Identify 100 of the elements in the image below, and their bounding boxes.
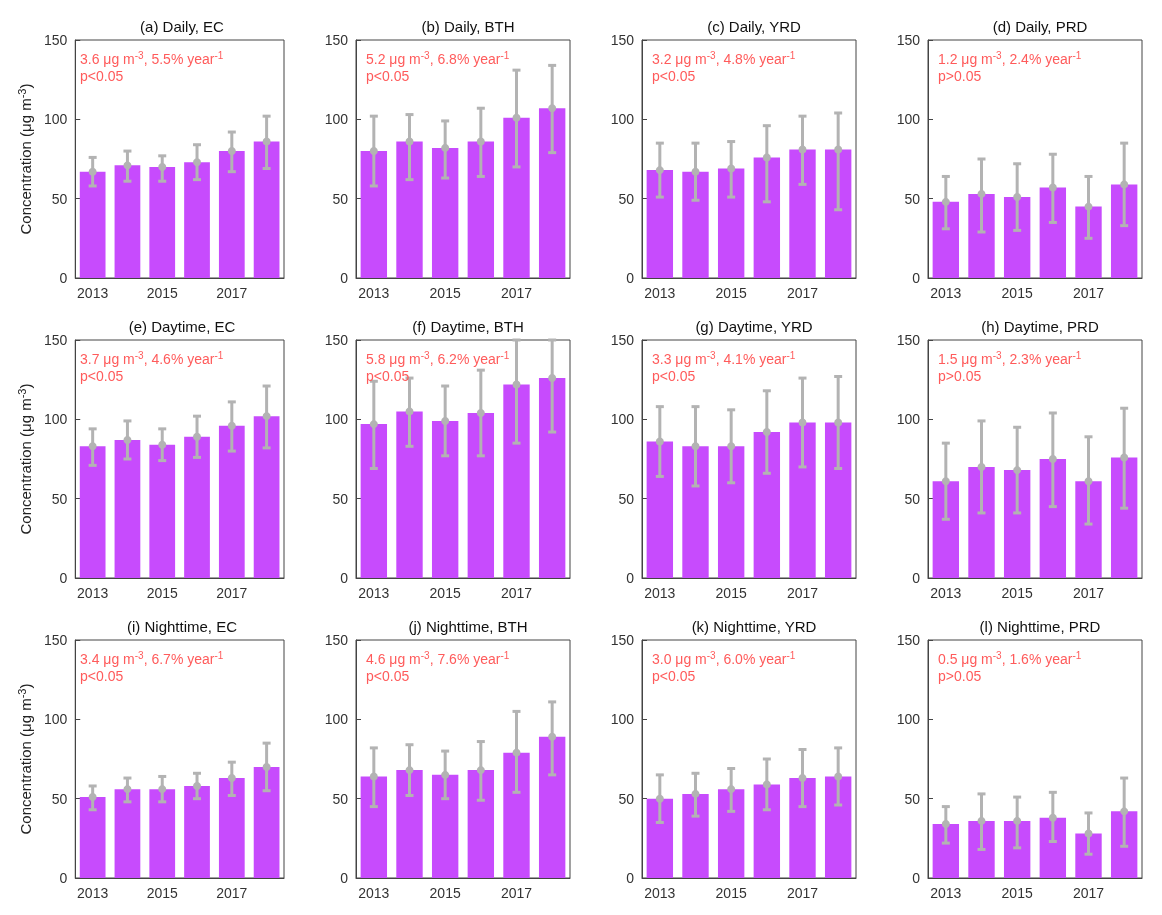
point (405, 407, 414, 416)
y-tick-label: 100 (896, 111, 921, 128)
point (88, 442, 97, 451)
y-tick-label: 0 (626, 270, 635, 286)
x-tick-label: 2017 (216, 285, 248, 301)
x-tick-label: 2017 (500, 585, 533, 601)
point (941, 197, 950, 206)
bar (184, 162, 210, 278)
y-tick-label: 50 (332, 790, 349, 807)
bar (79, 446, 106, 578)
bar (717, 168, 745, 278)
bar (789, 149, 816, 278)
x-tick-label: 2013 (358, 585, 390, 601)
x-tick-label: 2015 (1001, 585, 1033, 601)
chart-title: (e) Daytime, EC (128, 318, 236, 335)
y-tick-label: 50 (332, 490, 349, 507)
bar (149, 166, 176, 278)
point (655, 437, 664, 446)
bar (360, 151, 388, 278)
x-tick-label: 2017 (500, 285, 533, 301)
y-tick-label: 100 (43, 711, 68, 728)
y-tick-label: 50 (51, 490, 68, 507)
x-tick-label: 2015 (715, 885, 747, 901)
x-tick-label: 2013 (77, 285, 109, 301)
bar (396, 770, 423, 878)
y-tick-label: 50 (618, 490, 635, 507)
y-tick-label: 0 (626, 570, 635, 586)
point (227, 147, 236, 156)
y-axis-title: Concentration (μg m-3) (15, 383, 34, 535)
bar (1110, 457, 1138, 578)
bar (396, 411, 423, 578)
bar (503, 117, 530, 278)
x-tick-label: 2013 (644, 585, 676, 601)
x-tick-label: 2013 (930, 285, 962, 301)
y-tick-label: 0 (59, 870, 68, 886)
point (369, 420, 378, 429)
y-tick-label: 150 (896, 632, 921, 648)
y-tick-label: 0 (340, 870, 349, 886)
point (1013, 466, 1022, 475)
point (1013, 193, 1022, 202)
annotation: p<0.05 (652, 368, 696, 384)
annotation: p<0.05 (366, 368, 410, 384)
x-tick-label: 2015 (146, 285, 179, 301)
chart-title: (b) Daily, BTH (421, 18, 515, 35)
bar (682, 171, 709, 278)
y-tick-label: 150 (324, 632, 349, 648)
y-axis-title: Concentration (μg m-3) (15, 83, 34, 235)
point (834, 145, 843, 154)
point (476, 766, 485, 775)
y-tick-label: 100 (324, 711, 349, 728)
x-tick-label: 2013 (77, 585, 109, 601)
point (123, 435, 132, 444)
point (691, 442, 700, 451)
bar (968, 466, 995, 578)
bar (646, 441, 674, 578)
bar (538, 736, 566, 878)
y-tick-label: 50 (904, 190, 921, 207)
annotation: p<0.05 (366, 668, 410, 684)
annotation: p<0.05 (652, 668, 696, 684)
y-tick-label: 150 (43, 332, 68, 348)
x-tick-label: 2017 (786, 885, 819, 901)
point (548, 374, 557, 383)
point (834, 418, 843, 427)
bar (431, 774, 459, 878)
bar (1039, 817, 1067, 878)
bar (1039, 459, 1067, 578)
y-tick-label: 50 (332, 190, 349, 207)
y-tick-label: 0 (912, 270, 921, 286)
point (262, 137, 271, 146)
point (1084, 477, 1093, 486)
y-axis-title: Concentration (μg m-3) (15, 683, 34, 835)
bar (253, 416, 280, 578)
point (941, 477, 950, 486)
chart-title: (k) Nighttime, YRD (691, 618, 817, 635)
x-tick-label: 2013 (644, 285, 676, 301)
x-tick-label: 2015 (146, 585, 179, 601)
bar (968, 193, 995, 278)
point (512, 748, 521, 757)
bar (1110, 811, 1138, 878)
point (727, 785, 736, 794)
bar (932, 201, 960, 278)
y-tick-label: 150 (610, 332, 635, 348)
point (798, 774, 807, 783)
point (1084, 829, 1093, 838)
bar (360, 424, 388, 578)
y-tick-label: 150 (896, 32, 921, 48)
point (727, 164, 736, 173)
point (941, 820, 950, 829)
point (1048, 455, 1057, 463)
point (691, 167, 700, 176)
point (88, 167, 97, 176)
point (193, 432, 202, 441)
x-tick-label: 2015 (429, 285, 461, 301)
y-tick-label: 100 (324, 111, 349, 128)
bar (503, 752, 530, 878)
point (512, 380, 521, 389)
y-tick-label: 0 (626, 870, 635, 886)
point (476, 408, 485, 417)
x-tick-label: 2015 (146, 885, 179, 901)
point (1048, 183, 1057, 192)
